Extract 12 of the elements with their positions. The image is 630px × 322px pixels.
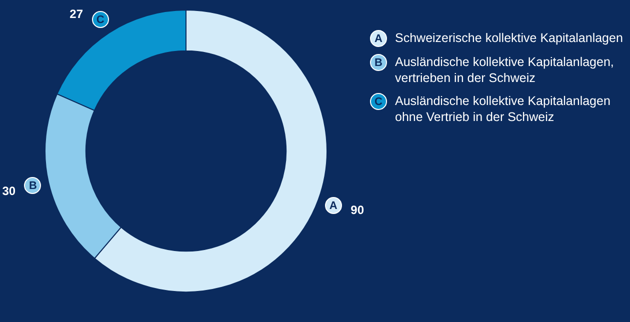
text: C bbox=[370, 93, 387, 110]
text: A bbox=[370, 30, 387, 47]
text: C bbox=[96, 14, 104, 26]
text: B bbox=[28, 180, 37, 192]
text: B bbox=[370, 54, 387, 71]
legend-label: Ausländische kollektive Kapitalanlagen, vertrieben in der Schweiz bbox=[395, 54, 615, 86]
data-label: 30 bbox=[1, 184, 17, 198]
legend-label: Schweizerische kollektive Kapitalanlagen bbox=[395, 30, 623, 46]
text: A bbox=[329, 200, 338, 212]
data-label: 27 bbox=[68, 7, 84, 22]
data-label: 90 bbox=[350, 203, 365, 218]
legend-label: Ausländische kollektive Kapitalanlagen ohne Vertrieb in der Schweiz bbox=[395, 93, 612, 125]
